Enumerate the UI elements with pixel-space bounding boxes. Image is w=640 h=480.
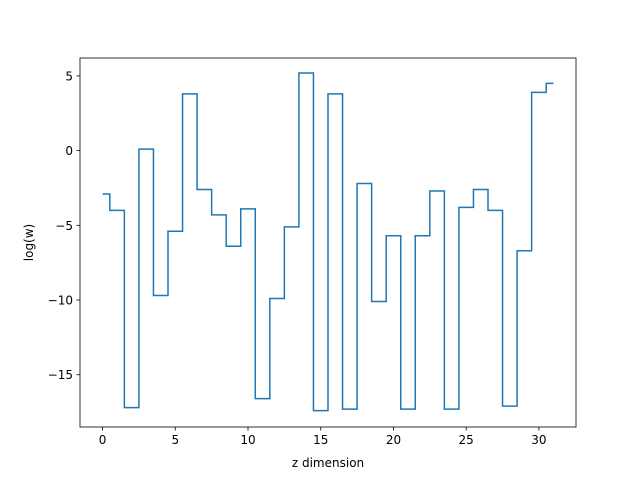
plot-frame bbox=[79, 57, 577, 428]
data-layer bbox=[102, 72, 554, 412]
y-axis-ticks: 5 0 −5 −10 −15 bbox=[48, 69, 80, 382]
y-tick-label: −5 bbox=[55, 219, 73, 233]
y-tick-label: −10 bbox=[48, 294, 73, 308]
y-tick-label: 0 bbox=[65, 144, 73, 158]
x-tick-label: 20 bbox=[386, 433, 401, 447]
series-line bbox=[102, 72, 554, 412]
x-tick-label: 0 bbox=[99, 433, 107, 447]
x-tick-label: 25 bbox=[459, 433, 474, 447]
x-axis-label: z dimension bbox=[292, 456, 364, 470]
x-tick-label: 30 bbox=[531, 433, 546, 447]
y-tick-label: −15 bbox=[48, 368, 73, 382]
x-axis-ticks: 0 5 10 15 20 25 30 bbox=[99, 427, 547, 447]
y-tick-label: 5 bbox=[65, 69, 73, 83]
x-tick-label: 15 bbox=[313, 433, 328, 447]
x-tick-label: 5 bbox=[171, 433, 179, 447]
y-axis-label: log(w) bbox=[22, 224, 36, 261]
x-tick-label: 10 bbox=[240, 433, 255, 447]
